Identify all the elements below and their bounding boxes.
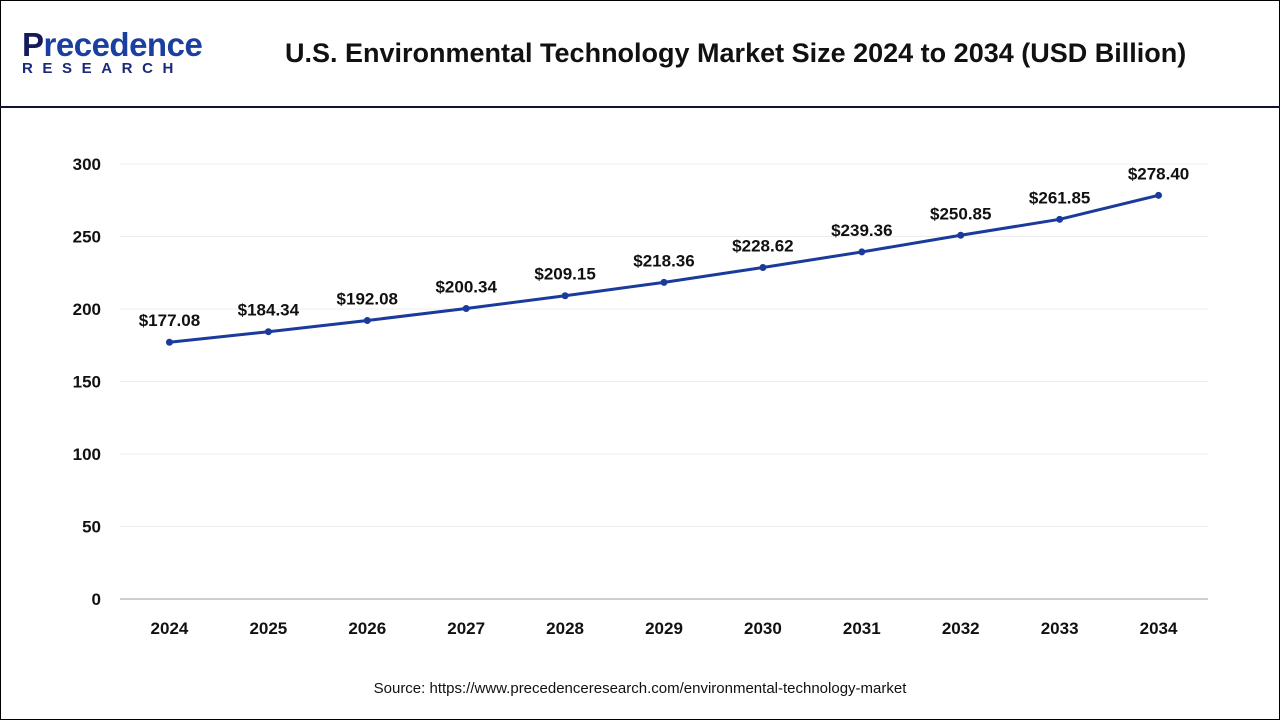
- y-tick-label: 150: [73, 373, 101, 392]
- data-point: [1155, 191, 1163, 199]
- x-tick-label: 2032: [942, 619, 980, 638]
- x-tick-label: 2027: [447, 619, 485, 638]
- data-point: [759, 264, 767, 272]
- data-label: $278.40: [1128, 164, 1189, 183]
- data-label: $261.85: [1029, 188, 1090, 207]
- data-point: [660, 278, 668, 286]
- x-tick-label: 2028: [546, 619, 584, 638]
- data-label: $250.85: [930, 204, 991, 223]
- data-point: [858, 248, 866, 256]
- logo-wordmark: Precedence: [22, 26, 203, 63]
- data-point: [1056, 215, 1064, 223]
- x-tick-label: 2031: [843, 619, 881, 638]
- y-tick-label: 0: [92, 590, 101, 609]
- data-point: [462, 305, 470, 313]
- data-label: $209.15: [534, 265, 595, 284]
- data-point: [363, 316, 371, 324]
- data-label: $218.36: [633, 251, 694, 270]
- logo-subtitle: RESEARCH: [22, 60, 183, 77]
- source-note: Source: https://www.precedenceresearch.c…: [373, 680, 907, 697]
- data-label: $177.08: [139, 311, 200, 330]
- x-tick-label: 2034: [1140, 619, 1178, 638]
- data-label: $192.08: [337, 289, 398, 308]
- x-tick-label: 2029: [645, 619, 683, 638]
- x-tick-label: 2030: [744, 619, 782, 638]
- data-point: [561, 292, 569, 300]
- precedence-research-logo: Precedence RESEARCH: [22, 26, 203, 78]
- y-tick-label: 50: [82, 518, 101, 537]
- data-point: [264, 328, 272, 336]
- chart-title: U.S. Environmental Technology Market Siz…: [285, 38, 1187, 68]
- data-label: $184.34: [238, 301, 300, 320]
- y-tick-label: 300: [73, 155, 101, 174]
- data-label: $228.62: [732, 237, 793, 256]
- header-divider: [0, 106, 1280, 108]
- data-label: $239.36: [831, 221, 892, 240]
- x-tick-label: 2025: [249, 619, 287, 638]
- x-tick-label: 2024: [151, 619, 189, 638]
- data-point: [165, 338, 173, 346]
- data-point: [957, 231, 965, 239]
- data-label: $200.34: [435, 278, 497, 297]
- y-tick-label: 200: [73, 300, 101, 319]
- x-tick-label: 2026: [348, 619, 386, 638]
- x-tick-label: 2033: [1041, 619, 1079, 638]
- y-tick-label: 100: [73, 445, 101, 464]
- y-tick-label: 250: [73, 228, 101, 247]
